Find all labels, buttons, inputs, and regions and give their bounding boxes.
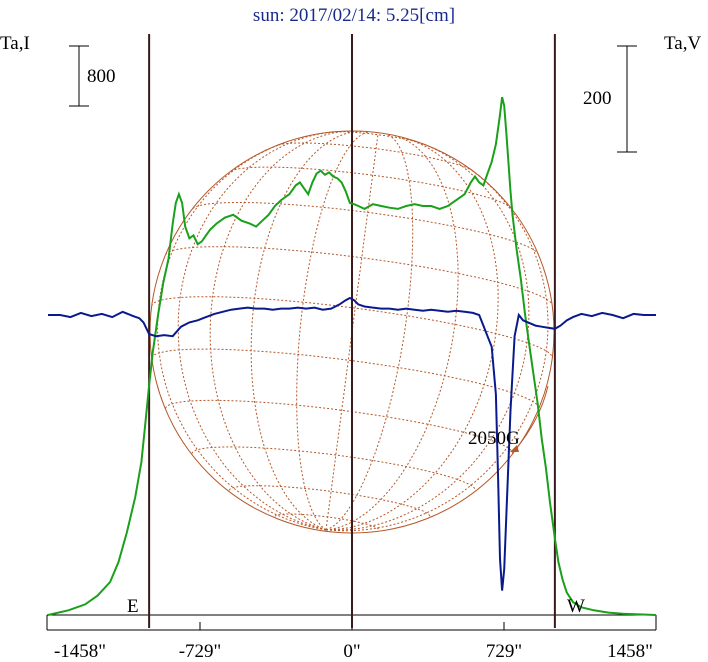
x-tick-label: 729" bbox=[486, 641, 522, 662]
longitude-line bbox=[325, 133, 414, 531]
longitude-line bbox=[296, 131, 371, 531]
left-axis-label: Ta,I bbox=[0, 33, 30, 54]
latitude-line bbox=[151, 348, 540, 409]
longitude-line bbox=[157, 141, 327, 531]
plot-frame bbox=[46, 34, 657, 631]
latitude-line bbox=[165, 246, 553, 305]
east-limb-label: E bbox=[127, 596, 139, 617]
scalebar-V-label: 200 bbox=[583, 88, 612, 109]
series-line-ta-i bbox=[47, 96, 657, 616]
x-tick-label: 0" bbox=[343, 641, 360, 662]
rotation-arrow bbox=[514, 385, 549, 451]
longitude-line bbox=[209, 130, 349, 531]
x-tick-label: 1458" bbox=[607, 641, 653, 662]
x-tick-labels: -1458" -729" 0" 729" 1458" bbox=[54, 641, 653, 662]
series-lines bbox=[47, 96, 657, 616]
longitude-line bbox=[250, 130, 363, 531]
chart-title: sun: 2017/02/14: 5.25[cm] bbox=[253, 5, 455, 26]
latitude-line bbox=[165, 399, 513, 454]
x-tick-label: -1458" bbox=[54, 641, 106, 662]
west-limb-label: W bbox=[567, 596, 585, 617]
latitude-line bbox=[278, 142, 472, 171]
longitude-line bbox=[325, 134, 459, 531]
longitude-line bbox=[325, 132, 379, 530]
active-region-annotation: 2050G bbox=[468, 428, 520, 449]
scalebar-I-label: 800 bbox=[87, 66, 116, 87]
series-line-ta-v bbox=[48, 296, 656, 591]
right-axis-label: Ta,V bbox=[664, 33, 701, 54]
x-tick-label: -729" bbox=[179, 641, 222, 662]
latitude-line bbox=[331, 131, 424, 145]
rotation-arrow-head bbox=[510, 445, 519, 452]
